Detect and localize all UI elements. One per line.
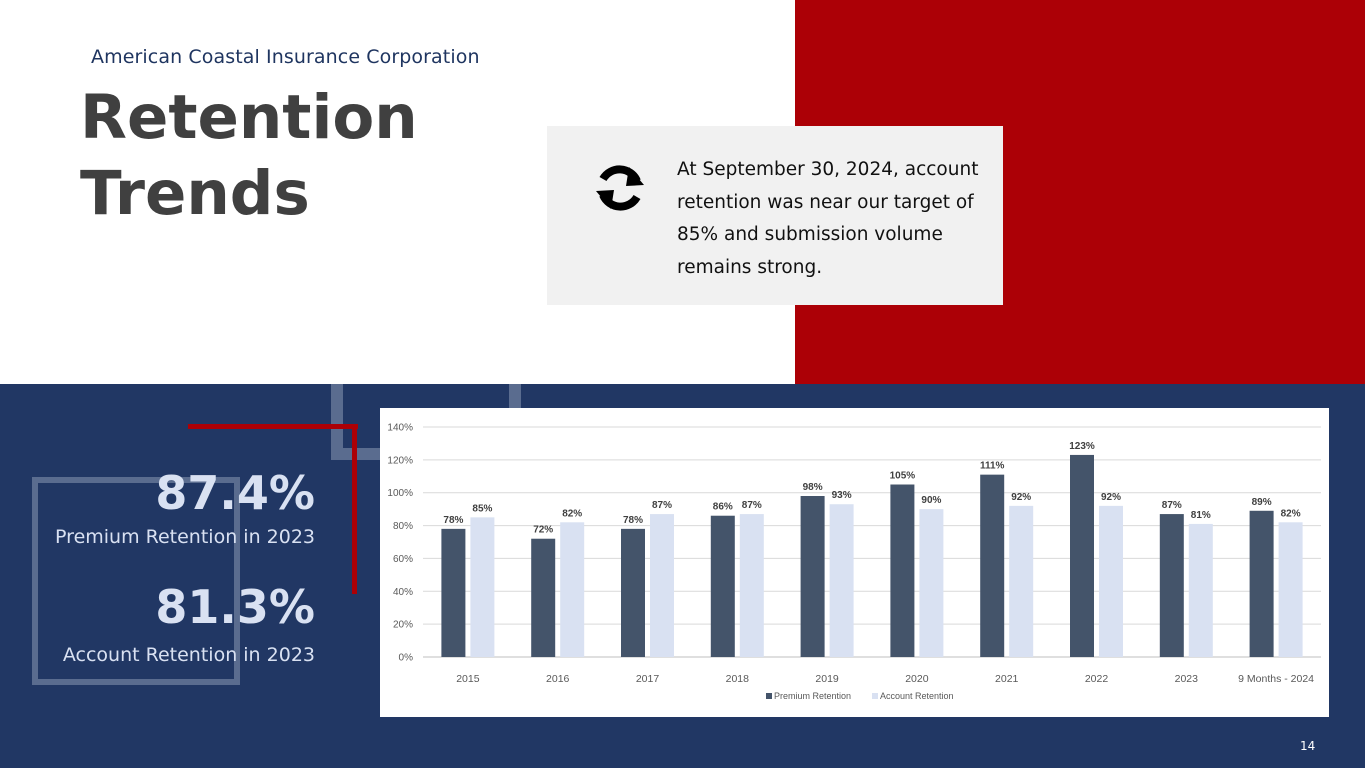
data-label: 85% bbox=[472, 503, 492, 514]
account-retention-bar bbox=[1278, 522, 1303, 657]
page-title: Retention Trends bbox=[80, 80, 418, 232]
x-tick-label: 9 Months - 2024 bbox=[1238, 673, 1314, 685]
x-tick-label: 2017 bbox=[636, 673, 660, 685]
y-tick-label: 0% bbox=[399, 653, 414, 664]
data-label: 87% bbox=[1162, 500, 1182, 511]
y-tick-label: 80% bbox=[393, 521, 413, 532]
legend-swatch bbox=[766, 693, 772, 699]
data-label: 111% bbox=[980, 461, 1005, 472]
data-label: 123% bbox=[1069, 441, 1095, 452]
legend-swatch bbox=[872, 693, 878, 699]
decorative-square bbox=[32, 477, 240, 685]
y-tick-label: 120% bbox=[387, 455, 413, 466]
x-tick-label: 2019 bbox=[815, 673, 839, 685]
retention-chart: 0% 20% 40% 60% 80% 100% 120% 140% 78% 85% 2015 72% 8… bbox=[380, 408, 1329, 717]
premium-retention-label: Premium Retention in 2023 bbox=[55, 526, 315, 548]
y-tick-label: 40% bbox=[393, 587, 413, 598]
account-retention-bar bbox=[739, 514, 764, 657]
account-retention-bar bbox=[1099, 505, 1123, 657]
x-tick-label: 2021 bbox=[995, 673, 1019, 685]
account-retention-bar bbox=[470, 517, 495, 657]
x-tick-label: 2018 bbox=[726, 673, 750, 685]
data-label: 78% bbox=[623, 515, 643, 526]
account-retention-value: 81.3% bbox=[155, 580, 315, 634]
data-label: 92% bbox=[1101, 492, 1121, 503]
data-label: 86% bbox=[713, 502, 733, 513]
data-label: 87% bbox=[742, 500, 762, 511]
y-tick-label: 60% bbox=[393, 554, 413, 565]
account-retention-bar bbox=[829, 504, 854, 657]
callout-box: At September 30, 2024, account retention… bbox=[547, 126, 1003, 305]
legend-label: Premium Retention bbox=[774, 691, 851, 701]
x-tick-label: 2020 bbox=[905, 673, 929, 685]
premium-retention-bar bbox=[441, 528, 466, 657]
y-tick-label: 140% bbox=[387, 423, 413, 434]
decorative-red-line-vertical bbox=[352, 424, 357, 594]
callout-text: At September 30, 2024, account retention… bbox=[677, 159, 979, 278]
page-number: 14 bbox=[1300, 739, 1316, 753]
account-retention-bar bbox=[919, 509, 944, 657]
data-label: 72% bbox=[533, 525, 553, 536]
premium-retention-bar bbox=[531, 538, 556, 657]
title-line-2: Trends bbox=[80, 158, 310, 229]
data-label: 105% bbox=[890, 471, 916, 482]
premium-retention-bar bbox=[1249, 510, 1274, 657]
chart-svg: 0% 20% 40% 60% 80% 100% 120% 140% 78% 85% 2015 72% 8… bbox=[387, 423, 1321, 701]
data-label: 81% bbox=[1191, 510, 1211, 521]
x-tick-label: 2023 bbox=[1175, 673, 1199, 685]
account-retention-bar bbox=[1009, 505, 1034, 657]
data-label: 90% bbox=[921, 495, 941, 506]
y-tick-label: 20% bbox=[393, 620, 413, 631]
company-name: American Coastal Insurance Corporation bbox=[91, 46, 480, 68]
legend-label: Account Retention bbox=[880, 691, 954, 701]
x-tick-label: 2015 bbox=[456, 673, 480, 685]
account-retention-bar bbox=[650, 514, 674, 657]
premium-retention-bar bbox=[621, 528, 645, 657]
data-label: 98% bbox=[803, 482, 823, 493]
premium-retention-value: 87.4% bbox=[155, 466, 315, 520]
data-label: 93% bbox=[832, 490, 852, 501]
account-retention-bar bbox=[560, 522, 585, 657]
premium-retention-bar bbox=[710, 515, 735, 657]
premium-retention-bar bbox=[1070, 454, 1094, 657]
premium-retention-bar bbox=[890, 484, 915, 657]
premium-retention-bar bbox=[1159, 514, 1184, 657]
x-tick-label: 2022 bbox=[1085, 673, 1109, 685]
data-label: 82% bbox=[562, 508, 582, 519]
premium-retention-bar bbox=[800, 496, 825, 657]
data-label: 82% bbox=[1281, 508, 1301, 519]
title-line-1: Retention bbox=[80, 82, 418, 153]
account-retention-bar bbox=[1188, 523, 1213, 657]
decorative-red-line-horizontal bbox=[188, 424, 358, 429]
data-label: 78% bbox=[443, 515, 463, 526]
data-label: 87% bbox=[652, 500, 672, 511]
x-tick-label: 2016 bbox=[546, 673, 570, 685]
account-retention-label: Account Retention in 2023 bbox=[62, 644, 315, 666]
premium-retention-bar bbox=[980, 474, 1005, 657]
y-tick-label: 100% bbox=[387, 488, 413, 499]
data-label: 89% bbox=[1252, 497, 1272, 508]
data-label: 92% bbox=[1011, 492, 1031, 503]
sync-icon bbox=[596, 165, 644, 211]
